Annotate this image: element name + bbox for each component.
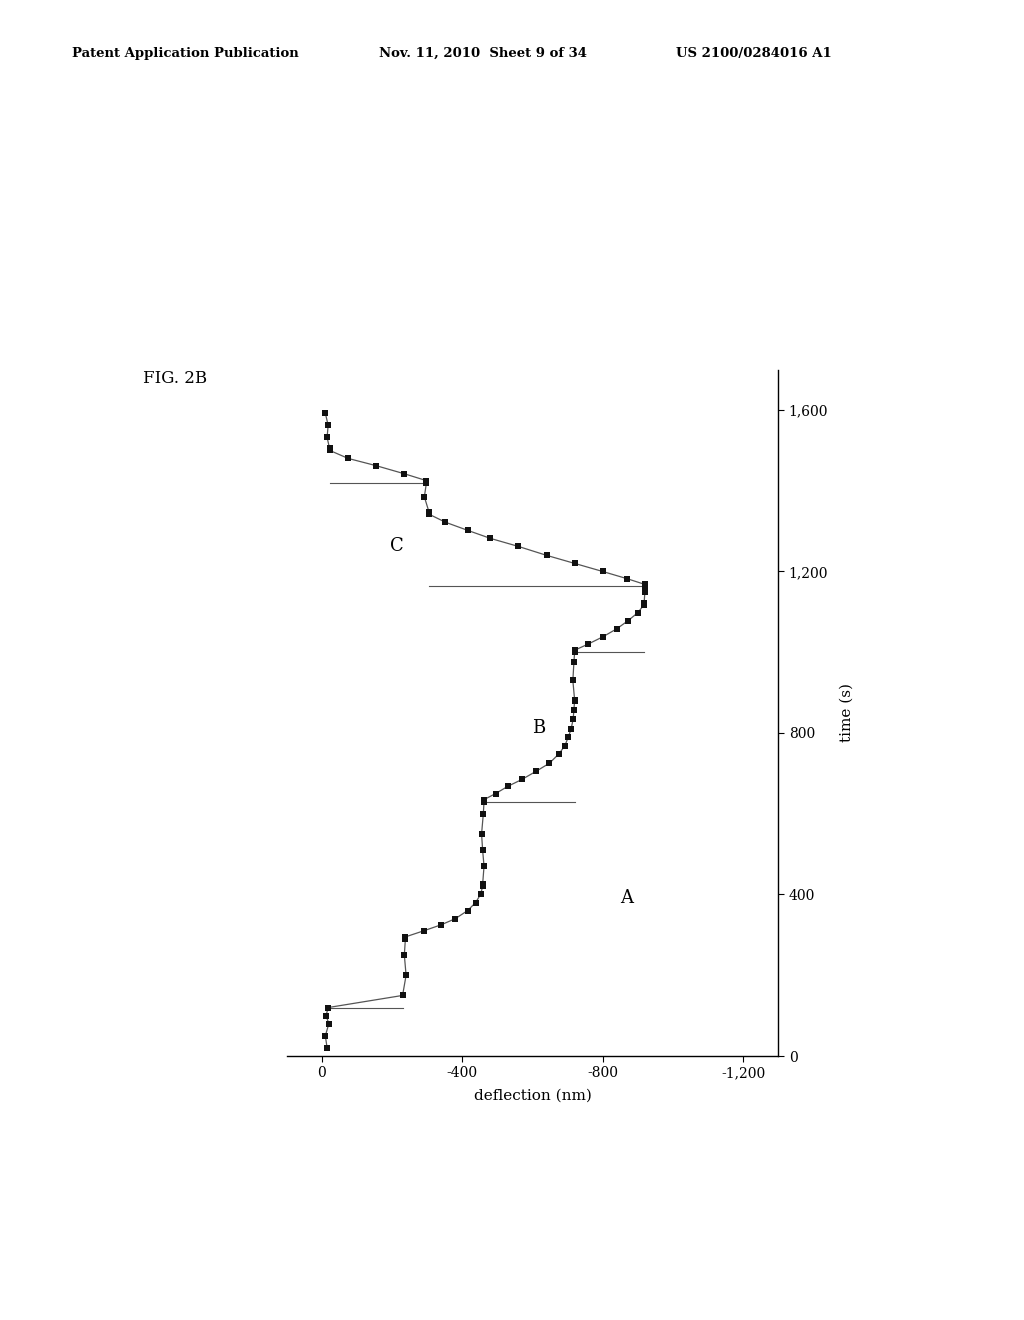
Point: [476, 789, 493, 810]
Point: [473, 824, 489, 845]
Point: [474, 876, 490, 898]
Point: [476, 791, 493, 812]
Point: [539, 545, 555, 566]
Point: [565, 709, 582, 730]
Point: [476, 855, 493, 876]
Point: [437, 512, 454, 533]
Point: [636, 594, 652, 615]
Point: [396, 945, 413, 966]
Point: [637, 574, 653, 595]
Point: [472, 884, 488, 906]
Point: [474, 874, 490, 895]
Point: [565, 652, 582, 673]
Point: [566, 690, 583, 711]
Point: [630, 602, 646, 623]
Point: [394, 985, 411, 1006]
Point: [551, 743, 567, 764]
Point: [319, 414, 336, 436]
Point: [398, 965, 415, 986]
Point: [467, 892, 483, 913]
Point: [474, 840, 490, 861]
Text: Patent Application Publication: Patent Application Publication: [72, 46, 298, 59]
Point: [397, 927, 414, 948]
Point: [340, 447, 356, 469]
Point: [460, 900, 476, 921]
Point: [482, 528, 499, 549]
Point: [460, 520, 476, 541]
Point: [565, 700, 582, 721]
Point: [560, 726, 577, 747]
Point: [318, 1038, 335, 1059]
Point: [510, 536, 526, 557]
Point: [421, 504, 437, 525]
Point: [620, 568, 636, 589]
Point: [322, 438, 338, 459]
Point: [636, 593, 652, 614]
Point: [322, 440, 338, 461]
Point: [566, 642, 583, 663]
Point: [421, 502, 437, 523]
Point: [416, 486, 432, 507]
Point: [566, 689, 583, 710]
Point: [447, 908, 464, 929]
Text: B: B: [532, 719, 546, 737]
Point: [433, 915, 450, 936]
Point: [637, 582, 653, 603]
Point: [620, 610, 636, 631]
Text: Nov. 11, 2010  Sheet 9 of 34: Nov. 11, 2010 Sheet 9 of 34: [379, 46, 587, 59]
Point: [500, 776, 516, 797]
Point: [319, 997, 336, 1018]
Point: [317, 1026, 334, 1047]
Point: [564, 671, 581, 692]
Point: [557, 735, 573, 756]
Point: [396, 463, 413, 484]
Point: [595, 561, 611, 582]
Text: C: C: [390, 537, 404, 556]
Point: [475, 803, 492, 824]
Text: FIG. 2B: FIG. 2B: [143, 370, 208, 387]
Point: [317, 1005, 334, 1026]
Point: [637, 576, 653, 597]
Point: [563, 718, 580, 739]
Point: [580, 634, 596, 655]
Point: [527, 760, 544, 781]
Point: [418, 473, 434, 494]
Point: [608, 618, 625, 639]
Point: [318, 426, 335, 447]
Point: [595, 626, 611, 647]
Point: [368, 455, 384, 477]
Point: [566, 553, 583, 574]
Y-axis label: time (s): time (s): [840, 684, 853, 742]
Point: [397, 928, 414, 949]
X-axis label: deflection (nm): deflection (nm): [473, 1089, 592, 1102]
Point: [317, 403, 334, 424]
Point: [416, 920, 432, 941]
Point: [541, 752, 557, 774]
Text: US 2100/0284016 A1: US 2100/0284016 A1: [676, 46, 831, 59]
Point: [487, 783, 504, 804]
Point: [514, 768, 530, 789]
Text: A: A: [621, 888, 633, 907]
Point: [566, 640, 583, 661]
Point: [321, 1014, 337, 1035]
Point: [418, 470, 434, 491]
